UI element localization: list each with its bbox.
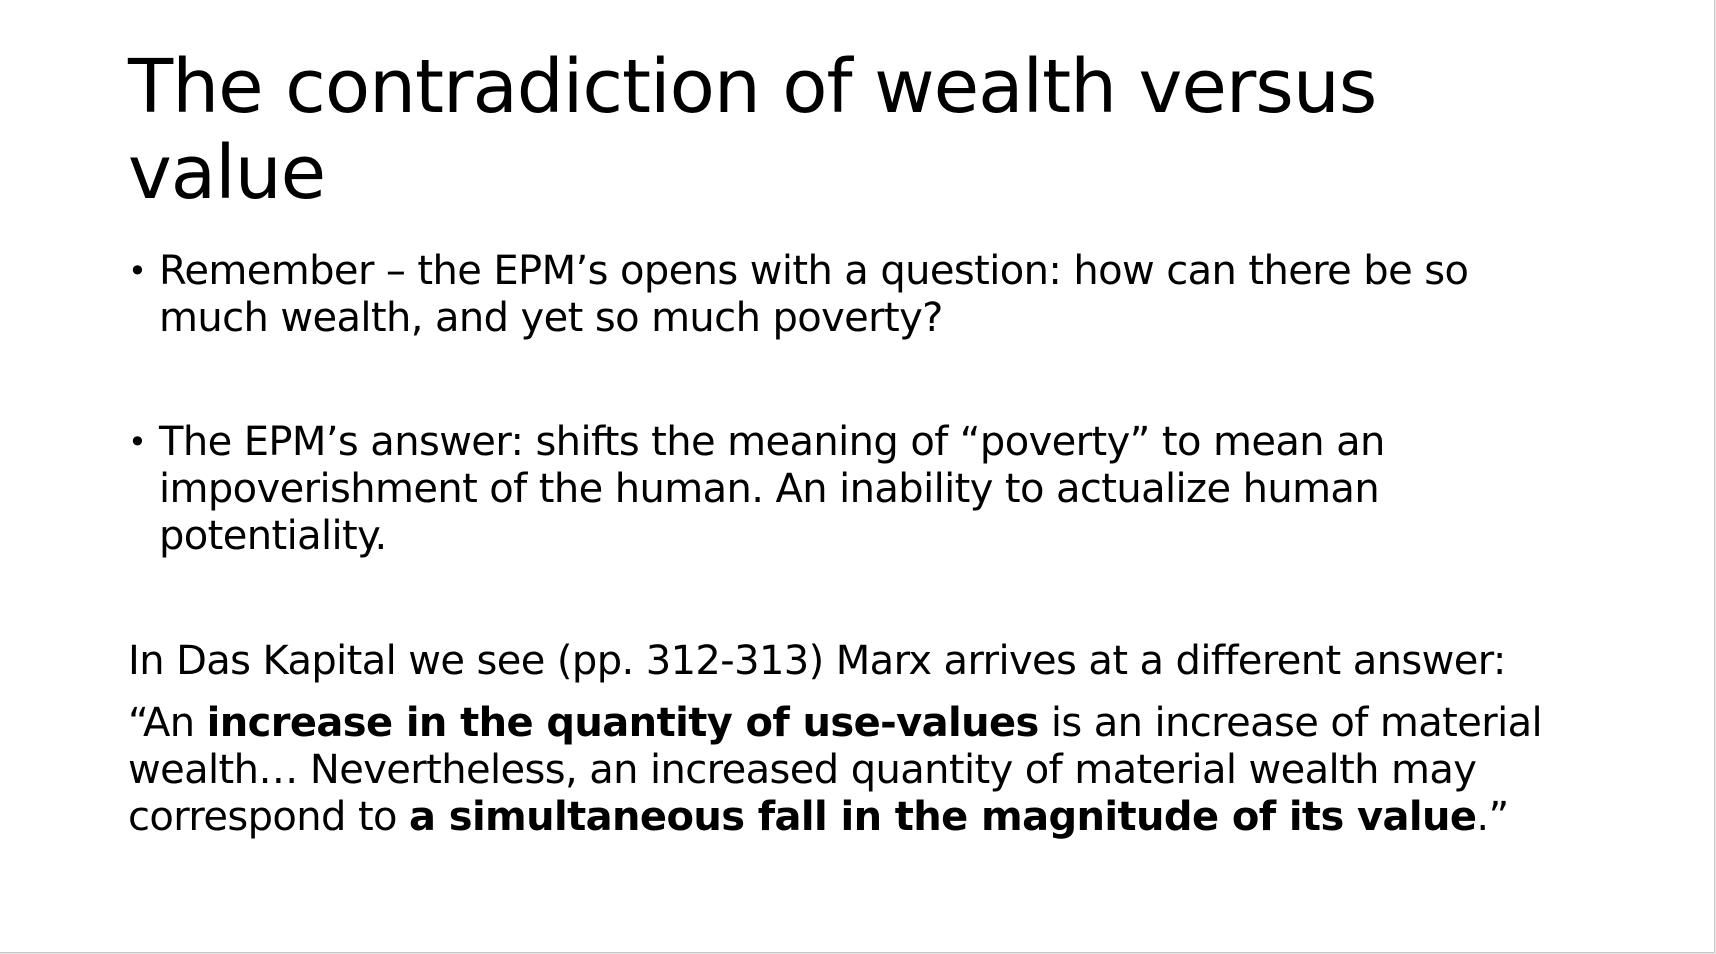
- bullet-text: Remember – the EPM’s opens with a questi…: [159, 248, 1469, 341]
- quote-close: .”: [1476, 794, 1509, 840]
- quote-middle: is an increase of material wealth… Never…: [128, 700, 1543, 840]
- slide-title: The contradiction of wealth versus value: [128, 44, 1377, 216]
- quote-open: “An: [128, 700, 207, 746]
- bullet-item: • The EPM’s answer: shifts the meaning o…: [128, 419, 1568, 560]
- quote-emphasis-1: increase in the quantity of use-values: [206, 700, 1040, 746]
- bullet-marker: •: [128, 252, 147, 290]
- quote-paragraph: “An increase in the quantity of use-valu…: [128, 700, 1588, 841]
- bullet-item: • Remember – the EPM’s opens with a ques…: [128, 248, 1568, 342]
- intro-paragraph: In Das Kapital we see (pp. 312-313) Marx…: [128, 638, 1506, 684]
- quote-emphasis-2: a simultaneous fall in the magnitude of …: [409, 794, 1477, 840]
- bullet-marker: •: [128, 423, 147, 461]
- bullet-text: The EPM’s answer: shifts the meaning of …: [159, 419, 1385, 559]
- bullet-list: • Remember – the EPM’s opens with a ques…: [128, 248, 1568, 560]
